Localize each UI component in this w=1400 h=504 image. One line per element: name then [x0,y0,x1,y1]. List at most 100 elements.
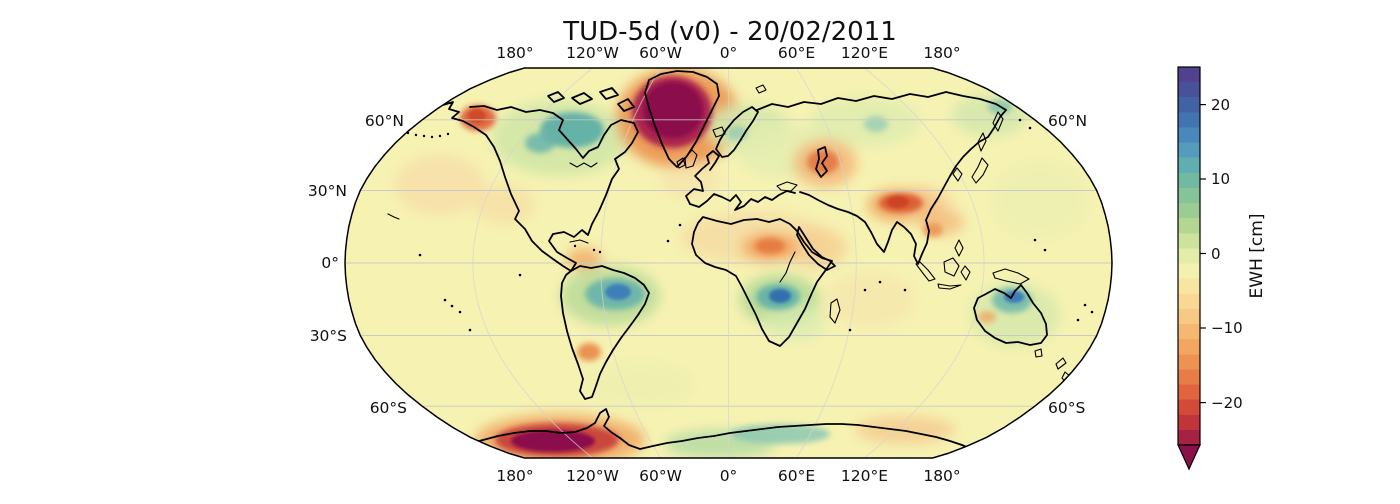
madagascar [829,298,841,324]
coastline-greenland [644,70,720,168]
anomaly-field-cores [468,82,1024,452]
colorbar: 20 10 0 −10 −20 EWH [cm] [1177,66,1267,471]
colorbar-tick-neg10: −10 [1211,319,1243,337]
anomaly-safrica-wet [763,302,827,342]
coastline-asia-east-south [799,109,1007,265]
lon-label-bottom-180e: 180° [923,467,960,485]
small-islands [406,118,1094,332]
tasmania [1034,348,1043,358]
anomaly-greenland-core [643,82,703,138]
lat-label-left-30s: 30°S [310,327,347,345]
svalbard [755,84,767,94]
anomaly-siberia-teal [864,116,888,132]
hawaii [387,213,400,220]
new-guinea [992,268,1030,285]
coastline-antarctica [467,408,972,450]
lat-label-left-60n: 60°N [365,112,404,130]
colorbar-bar [1177,66,1201,446]
meridian-120w [472,68,593,458]
borneo [943,257,960,277]
coastline-hudson-arctic [469,105,635,159]
anomaly-hudson-west-wet [525,133,555,153]
anomaly-sudan-dry [755,238,785,254]
coastline-south-america [560,265,650,400]
anomaly-natlantic-warm [660,162,720,198]
axis-labels: 180° 120°W 60°W 0° 60°E 120°E 180° 180° … [308,44,1087,485]
anomaly-argentina-dry [577,343,601,361]
lon-label-bottom-0: 0° [720,467,738,485]
anomaly-brazil-core [605,284,631,300]
colorbar-tick-neg20: −20 [1211,394,1243,412]
java [937,283,962,290]
map-outline [344,67,1113,459]
map: 180° 120°W 60°W 0° 60°E 120°E 180° 180° … [308,44,1113,485]
coastline-north-america-west [423,101,572,272]
philippines [954,239,964,257]
colorbar-tick-10: 10 [1211,170,1230,188]
lon-label-top-180w: 180° [496,44,533,62]
lon-label-bottom-60w: 60°W [639,467,682,485]
lon-label-bottom-120e: 120°E [841,467,888,485]
anomaly-australia-west-dry [978,311,996,323]
africa-rift-lakes [779,251,796,283]
ireland [676,157,686,169]
meridian-60e [796,68,857,458]
great-lakes [569,162,598,168]
great-britain [684,149,698,169]
lon-label-top-0: 0° [720,44,738,62]
coastline-africa [691,216,833,347]
anomaly-alaska-core [468,109,486,123]
korea [952,167,963,182]
lat-label-left-60s: 60°S [370,399,407,417]
coastline-australia [973,284,1048,346]
sumatra [915,261,936,282]
anomaly-congo-core [769,289,791,303]
meridian-120e [864,68,985,458]
colorbar-tick-20: 20 [1211,96,1230,114]
anomaly-indian-ocean-warm [825,272,915,328]
caspian-sea [815,146,828,178]
lon-label-bottom-180w: 180° [496,467,533,485]
lon-label-top-120w: 120°W [566,44,619,62]
lon-label-bottom-120w: 120°W [566,467,619,485]
anomaly-us-southwest-warm [475,185,535,225]
lon-label-bottom-60e: 60°E [778,467,815,485]
anomaly-spacific-cool [585,360,695,410]
japan [971,157,989,184]
sulawesi [960,265,971,281]
colorbar-ticks [1200,103,1206,404]
anomaly-npacific-west-wet [990,160,1090,240]
anomaly-npacific-warm [395,155,485,215]
anomaly-australia-core [1004,291,1024,303]
colorbar-label: EWH [cm] [1247,214,1267,299]
kamchatka [992,111,1004,132]
lon-label-top-120e: 120°E [841,44,888,62]
lon-label-top-180e: 180° [923,44,960,62]
coastline-north-america-east [548,122,639,272]
anomaly-hudson-bay-wet [540,112,604,148]
colorbar-tick-0: 0 [1211,245,1221,263]
anomaly-vietnam-dry [923,223,943,237]
coastline-eurasia-north [756,91,1007,111]
arctic-islands [547,87,635,112]
coastline-mediterranean-north [689,190,796,211]
coastline-europe-west [685,150,720,205]
figure-title: TUD-5d (v0) - 20/02/2011 [562,17,897,47]
cuba-caribbean [569,239,589,244]
anomaly-wantarctica-core [511,430,595,452]
black-sea [776,181,798,192]
graticule [345,68,1112,458]
lon-label-top-60w: 60°W [639,44,682,62]
anomaly-ne-asia-wet [952,93,1028,137]
lat-label-right-60n: 60°N [1048,112,1087,130]
coastline-scandinavia [715,106,759,158]
iceland [712,126,726,138]
lon-label-top-60e: 60°E [778,44,815,62]
arabian-peninsula [796,226,836,271]
meridian-60w [600,68,661,458]
coastlines [387,70,1094,450]
colorbar-extend-arrow [1177,444,1201,471]
lat-label-left-30n: 30°N [308,182,347,200]
